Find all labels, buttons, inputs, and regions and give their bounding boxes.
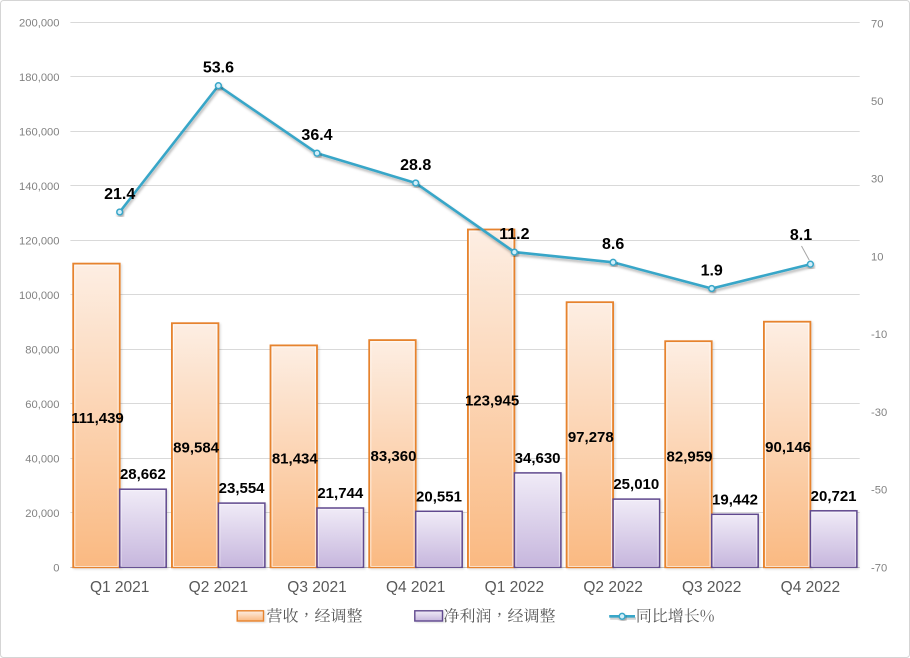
svg-text:100,000: 100,000 <box>19 290 59 302</box>
svg-text:-50: -50 <box>871 485 887 497</box>
svg-text:20,721: 20,721 <box>811 488 857 505</box>
svg-text:Q4 2021: Q4 2021 <box>386 579 445 596</box>
svg-text:34,630: 34,630 <box>515 450 561 467</box>
svg-text:81,434: 81,434 <box>272 451 319 468</box>
svg-text:90,146: 90,146 <box>765 439 811 456</box>
svg-text:20,551: 20,551 <box>416 488 462 505</box>
svg-text:28,662: 28,662 <box>120 466 166 483</box>
svg-text:Q2 2021: Q2 2021 <box>189 579 248 596</box>
svg-text:97,278: 97,278 <box>568 429 614 446</box>
svg-text:0: 0 <box>53 562 59 574</box>
svg-text:-30: -30 <box>871 407 887 419</box>
svg-text:50: 50 <box>871 96 883 108</box>
svg-text:140,000: 140,000 <box>19 181 59 193</box>
svg-text:180,000: 180,000 <box>19 72 59 84</box>
svg-text:8.6: 8.6 <box>602 236 624 253</box>
svg-text:123,945: 123,945 <box>465 393 519 410</box>
svg-text:25,010: 25,010 <box>613 476 659 493</box>
svg-text:80,000: 80,000 <box>25 344 59 356</box>
svg-text:-70: -70 <box>871 562 887 574</box>
svg-text:19,442: 19,442 <box>712 491 758 508</box>
svg-text:20,000: 20,000 <box>25 508 59 520</box>
svg-text:160,000: 160,000 <box>19 126 59 138</box>
svg-text:200,000: 200,000 <box>19 17 59 29</box>
svg-text:89,584: 89,584 <box>173 440 220 457</box>
svg-text:Q3 2021: Q3 2021 <box>287 579 346 596</box>
svg-text:1.9: 1.9 <box>701 262 723 279</box>
svg-text:40,000: 40,000 <box>25 453 59 465</box>
svg-text:Q1 2022: Q1 2022 <box>485 579 544 596</box>
svg-text:111,439: 111,439 <box>71 410 124 427</box>
svg-text:21.4: 21.4 <box>104 186 135 203</box>
svg-text:23,554: 23,554 <box>219 480 266 497</box>
svg-text:70: 70 <box>871 18 883 30</box>
svg-text:82,959: 82,959 <box>667 449 713 466</box>
svg-text:Q1 2021: Q1 2021 <box>90 579 149 596</box>
svg-text:-10: -10 <box>871 329 887 341</box>
svg-text:60,000: 60,000 <box>25 399 59 411</box>
svg-text:53.6: 53.6 <box>203 60 234 77</box>
svg-text:Q3 2022: Q3 2022 <box>682 579 741 596</box>
svg-text:30: 30 <box>871 174 883 186</box>
svg-text:28.8: 28.8 <box>400 157 431 174</box>
svg-text:11.2: 11.2 <box>499 226 529 243</box>
svg-text:120,000: 120,000 <box>19 235 59 247</box>
svg-text:Q2 2022: Q2 2022 <box>583 579 642 596</box>
svg-text:10: 10 <box>871 251 883 263</box>
svg-text:83,360: 83,360 <box>371 448 417 465</box>
svg-text:36.4: 36.4 <box>301 127 332 144</box>
svg-text:Q4 2022: Q4 2022 <box>781 579 840 596</box>
svg-text:21,744: 21,744 <box>317 485 364 502</box>
svg-text:8.1: 8.1 <box>790 227 812 244</box>
